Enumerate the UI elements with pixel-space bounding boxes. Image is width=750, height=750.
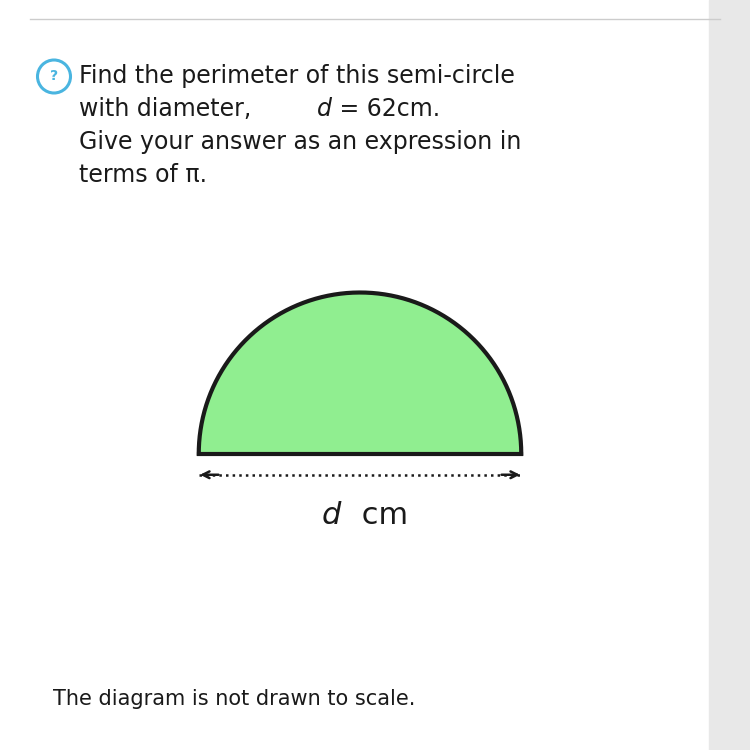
Bar	[709, 0, 750, 750]
Text: Give your answer as an expression in: Give your answer as an expression in	[79, 130, 521, 154]
Text: d: d	[322, 502, 341, 530]
Text: ?: ?	[50, 70, 58, 83]
Text: with diameter,: with diameter,	[79, 97, 259, 121]
Text: d: d	[317, 97, 332, 121]
Text: = 62cm.: = 62cm.	[332, 97, 440, 121]
Text: cm: cm	[352, 502, 409, 530]
Text: The diagram is not drawn to scale.: The diagram is not drawn to scale.	[53, 689, 415, 709]
Text: terms of π.: terms of π.	[79, 163, 207, 187]
Text: Find the perimeter of this semi-circle: Find the perimeter of this semi-circle	[79, 64, 514, 88]
Polygon shape	[199, 292, 521, 454]
